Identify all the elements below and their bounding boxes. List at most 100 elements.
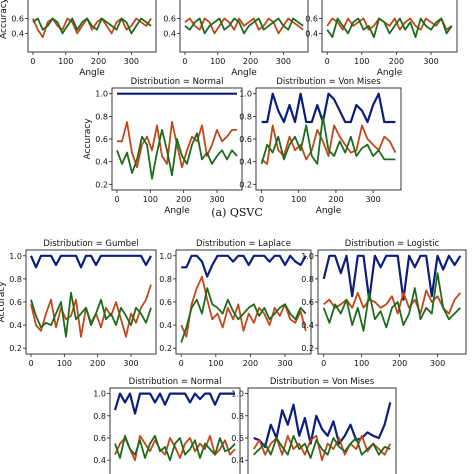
y-tick-label-4-0.6: 0.6 — [239, 135, 252, 144]
x-tick-label-5-300: 300 — [123, 359, 138, 368]
y-tick-label-6-0.4: 0.4 — [159, 321, 172, 330]
y-tick-label-1-0.4: 0.4 — [163, 29, 176, 38]
x-tick-label-7-0: 0 — [321, 359, 326, 368]
x-tick-label-5-200: 200 — [90, 359, 105, 368]
x-tick-label-5-0: 0 — [28, 359, 33, 368]
y-tick-label-7-1: 1.0 — [301, 252, 314, 261]
series-line-3-green — [116, 128, 238, 180]
x-tick-label-0-0: 0 — [30, 57, 35, 66]
y-tick-label-8-0.4: 0.4 — [93, 456, 106, 465]
y-tick-label-8-0.6: 0.6 — [93, 434, 106, 443]
x-tick-label-3-0: 0 — [114, 195, 119, 204]
x-tick-label-2-0: 0 — [325, 57, 330, 66]
figure-caption-qsvc: (a) QSVC — [211, 206, 263, 219]
y-tick-label-3-0.2: 0.2 — [95, 180, 108, 189]
y-tick-label-0-0.6: 0.6 — [11, 15, 24, 24]
x-tick-label-6-200: 200 — [243, 359, 258, 368]
x-tick-label-1-100: 100 — [210, 57, 225, 66]
y-axis-label-5: Accuracy — [0, 281, 7, 323]
plot-frame-8 — [109, 387, 241, 474]
y-tick-label-6-0.2: 0.2 — [159, 344, 172, 353]
x-tick-label-7-100: 100 — [354, 359, 369, 368]
y-tick-label-2-0.6: 0.6 — [305, 15, 318, 24]
x-axis-label-4: Angle — [316, 206, 342, 216]
y-tick-label-4-0.2: 0.2 — [239, 180, 252, 189]
y-tick-label-7-0.6: 0.6 — [301, 298, 314, 307]
series-line-6-blue — [181, 254, 307, 278]
y-tick-label-6-1: 1.0 — [159, 252, 172, 261]
series-line-8-green — [114, 434, 236, 462]
y-tick-label-4-0.8: 0.8 — [239, 112, 252, 121]
y-tick-label-4-1: 1.0 — [239, 90, 252, 99]
y-tick-label-6-0.8: 0.8 — [159, 275, 172, 284]
y-tick-label-5-0.2: 0.2 — [9, 344, 22, 353]
x-tick-label-4-0: 0 — [259, 195, 264, 204]
series-line-6-green — [180, 287, 307, 343]
y-tick-label-7-0.2: 0.2 — [301, 344, 314, 353]
x-tick-label-0-300: 300 — [124, 57, 139, 66]
plot-frame-5 — [25, 249, 157, 355]
panel-title-6: Distribution = Laplace — [196, 239, 291, 249]
y-tick-label-3-0.8: 0.8 — [95, 112, 108, 121]
panel-title-4: Distribution = Von Mises — [276, 77, 381, 87]
x-tick-label-6-0: 0 — [179, 359, 184, 368]
x-axis-label-2: Angle — [377, 68, 403, 78]
panel-title-9: Distribution = Von Mises — [270, 377, 375, 387]
x-tick-label-1-200: 200 — [243, 57, 258, 66]
series-line-2-orange — [326, 17, 453, 31]
y-tick-label-9-1: 1.0 — [231, 390, 244, 399]
x-tick-label-4-100: 100 — [291, 195, 306, 204]
y-tick-label-5-0.6: 0.6 — [9, 298, 22, 307]
x-tick-label-1-300: 300 — [276, 57, 291, 66]
panel-title-5: Distribution = Gumbel — [43, 239, 138, 249]
panel-title-8: Distribution = Normal — [129, 377, 222, 387]
x-axis-label-3: Angle — [164, 206, 190, 216]
y-tick-label-9-0.4: 0.4 — [231, 456, 244, 465]
panel-title-7: Distribution = Logistic — [345, 239, 440, 249]
y-tick-label-9-0.6: 0.6 — [231, 434, 244, 443]
x-tick-label-7-200: 200 — [392, 359, 407, 368]
x-tick-label-6-100: 100 — [208, 359, 223, 368]
y-tick-label-6-0.6: 0.6 — [159, 298, 172, 307]
y-tick-label-3-0.6: 0.6 — [95, 135, 108, 144]
y-axis-label-0: Accuracy — [0, 0, 9, 39]
x-tick-label-3-200: 200 — [176, 195, 191, 204]
x-tick-label-2-300: 300 — [423, 57, 438, 66]
x-tick-label-3-100: 100 — [143, 195, 158, 204]
y-tick-label-2-0.4: 0.4 — [305, 29, 318, 38]
y-tick-label-7-0.4: 0.4 — [301, 321, 314, 330]
series-line-7-blue — [322, 254, 462, 301]
x-tick-label-7-300: 300 — [430, 359, 445, 368]
y-tick-label-5-1: 1.0 — [9, 252, 22, 261]
x-tick-label-5-100: 100 — [57, 359, 72, 368]
y-tick-label-3-1: 1.0 — [95, 90, 108, 99]
series-line-7-green — [322, 272, 461, 332]
x-tick-label-3-300: 300 — [209, 195, 224, 204]
series-line-2-green — [326, 17, 453, 38]
series-line-8-blue — [113, 392, 235, 415]
x-tick-label-0-200: 200 — [91, 57, 106, 66]
series-line-0-green — [32, 17, 152, 35]
y-axis-label-3: Accuracy — [83, 118, 93, 160]
y-tick-label-1-0.6: 0.6 — [163, 15, 176, 24]
series-line-5-blue — [29, 254, 152, 269]
x-tick-label-0-100: 100 — [58, 57, 73, 66]
y-tick-label-5-0.8: 0.8 — [9, 275, 22, 284]
series-line-4-blue — [261, 92, 396, 124]
y-tick-label-9-0.8: 0.8 — [231, 412, 244, 421]
x-axis-label-1: Angle — [231, 68, 257, 78]
x-axis-label-0: Angle — [79, 68, 105, 78]
y-tick-label-5-0.4: 0.4 — [9, 321, 22, 330]
x-tick-label-4-200: 200 — [328, 195, 343, 204]
y-tick-label-8-0.8: 0.8 — [93, 412, 106, 421]
x-tick-label-2-200: 200 — [389, 57, 404, 66]
y-tick-label-0-0.4: 0.4 — [11, 29, 24, 38]
series-line-9-green — [253, 434, 391, 459]
series-line-4-green — [260, 115, 396, 165]
x-tick-label-1-0: 0 — [182, 57, 187, 66]
panel-title-3: Distribution = Normal — [131, 77, 224, 87]
x-tick-label-2-100: 100 — [354, 57, 369, 66]
y-tick-label-8-1: 1.0 — [93, 390, 106, 399]
y-tick-label-3-0.4: 0.4 — [95, 158, 108, 167]
